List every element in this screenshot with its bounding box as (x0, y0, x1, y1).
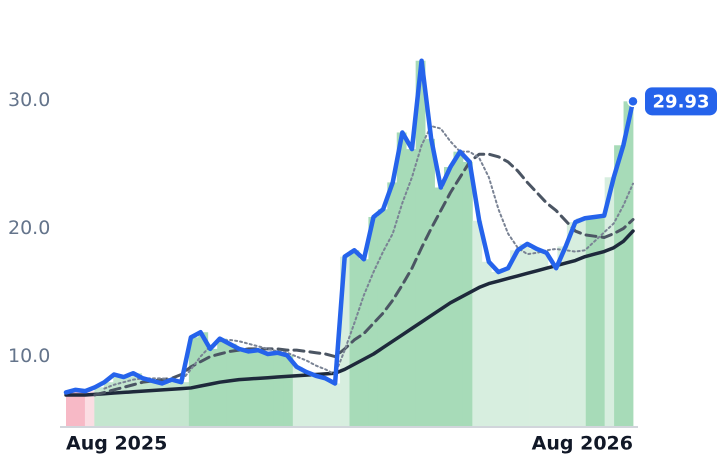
bar (302, 371, 313, 427)
axis-layer: 10.0 20.0 30.0 Aug 2025 Aug 2026 (8, 89, 638, 455)
bar (566, 222, 577, 427)
bar (226, 343, 237, 427)
y-tick-label: 20.0 (8, 217, 50, 239)
last-value-label: 29.93 (653, 91, 710, 112)
bar (425, 138, 435, 427)
bar (453, 151, 464, 427)
last-point (627, 95, 639, 108)
bar (113, 374, 124, 427)
bar (94, 387, 105, 427)
bar (358, 259, 369, 427)
bar (557, 246, 568, 427)
bar (66, 392, 76, 427)
bar (519, 243, 530, 427)
last-value-badge (645, 87, 717, 116)
bar (264, 354, 275, 427)
bar (406, 149, 417, 427)
bar (491, 272, 502, 427)
bar (396, 132, 407, 428)
bar (273, 352, 284, 427)
bar (481, 261, 492, 427)
bar (500, 268, 511, 427)
bar (75, 389, 86, 427)
bar (330, 383, 341, 427)
bar-layer (66, 60, 634, 428)
bar (434, 187, 445, 427)
bar (132, 373, 142, 427)
bar (604, 177, 615, 427)
bar (595, 215, 606, 427)
bar (585, 216, 596, 427)
bar (623, 101, 634, 427)
y-tick-label: 30.0 (8, 89, 50, 111)
bar (207, 348, 218, 427)
bar (529, 248, 539, 427)
bar (538, 252, 549, 427)
bar (283, 355, 294, 427)
bar (472, 220, 483, 427)
x-tick-label: Aug 2026 (532, 433, 633, 455)
bar (141, 378, 152, 427)
series-line (64, 229, 635, 397)
bar (368, 216, 379, 427)
bar (321, 378, 331, 427)
bar (151, 380, 161, 427)
bar (547, 268, 558, 427)
bar (122, 377, 133, 427)
bar (236, 348, 246, 427)
bar (576, 218, 587, 427)
bar (255, 350, 265, 427)
bar (415, 60, 426, 428)
bar (245, 351, 256, 427)
bar (340, 256, 350, 427)
bar (198, 332, 209, 427)
bar (387, 182, 398, 427)
x-tick-label: Aug 2025 (66, 433, 167, 455)
bar (84, 391, 95, 427)
series-line (63, 58, 636, 395)
bar (188, 337, 199, 427)
bar (510, 250, 520, 427)
bar (292, 366, 303, 427)
bar (377, 209, 388, 427)
bar (614, 145, 624, 428)
bar (169, 379, 180, 427)
line-layer (63, 58, 636, 397)
bar (179, 382, 190, 427)
bar (444, 167, 454, 427)
bar (311, 375, 322, 427)
y-tick-label: 10.0 (8, 345, 50, 367)
series-line (93, 152, 635, 397)
bar (160, 383, 171, 427)
bar (103, 382, 114, 427)
label-layer: 29.93 (627, 87, 717, 116)
